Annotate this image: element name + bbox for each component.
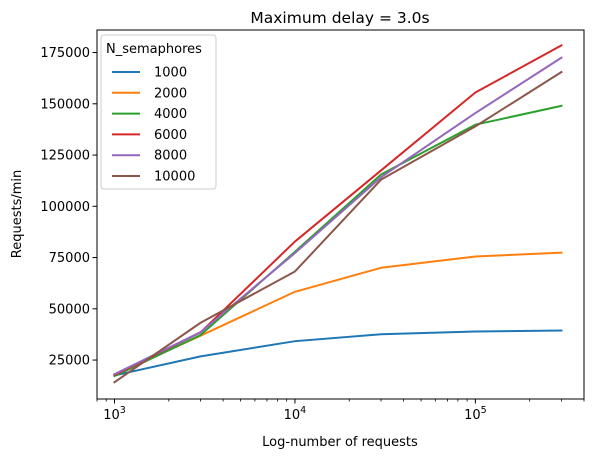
y-tick-label: 25000	[49, 354, 90, 369]
series-line-2	[113, 104, 563, 378]
y-tick-label: 150000	[40, 97, 90, 112]
legend-label-0: 1000	[154, 66, 187, 81]
legend-label-4: 8000	[154, 149, 187, 164]
plot-frame	[96, 29, 585, 400]
y-tick-label: 100000	[40, 200, 90, 215]
plot-lines	[113, 44, 563, 384]
series-line-0	[113, 329, 563, 377]
y-tick-label: 75000	[49, 251, 90, 266]
legend-label-2: 4000	[154, 107, 187, 122]
legend: N_semaphores 1000 2000 4000 6000 8000 10000	[100, 34, 217, 190]
y-axis: 25000 50000 75000 100000 125000 150000 175000	[40, 46, 97, 369]
series-line-5	[113, 70, 563, 384]
y-tick-label: 50000	[49, 302, 90, 317]
legend-title: N_semaphores	[106, 42, 202, 57]
y-tick-label: 125000	[40, 149, 90, 164]
legend-box	[100, 34, 217, 190]
x-tick-label: 105	[464, 405, 487, 423]
series-line-4	[113, 56, 563, 376]
x-tick-label: 103	[103, 405, 126, 423]
legend-label-5: 10000	[154, 170, 195, 185]
legend-label-1: 2000	[154, 86, 187, 101]
x-tick-label: 104	[284, 405, 307, 423]
legend-items: 1000 2000 4000 6000 8000 10000	[112, 66, 195, 185]
y-axis-label: Requests/min	[10, 170, 25, 258]
legend-label-3: 6000	[154, 128, 187, 143]
y-tick-label: 175000	[40, 46, 90, 61]
x-axis-label: Log-number of requests	[262, 435, 418, 450]
chart-title: Maximum delay = 3.0s	[250, 9, 429, 27]
x-axis: 103 104 105	[96, 399, 585, 423]
